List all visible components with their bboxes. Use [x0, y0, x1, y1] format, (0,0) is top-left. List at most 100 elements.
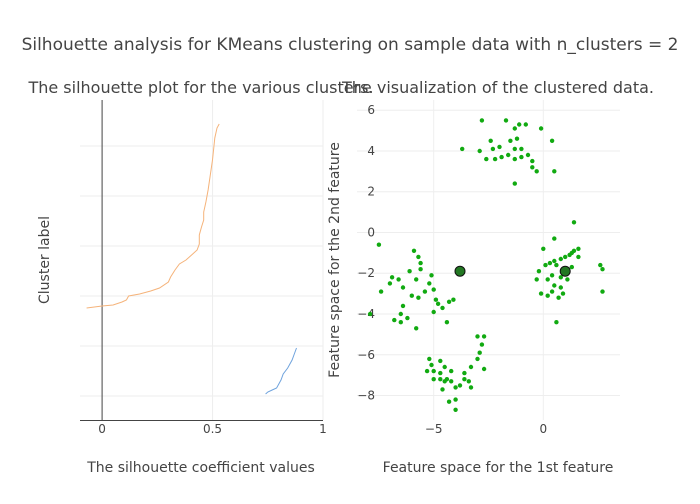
scatter-point [392, 317, 397, 323]
scatter-point [414, 326, 419, 331]
silhouette-plot-title: The silhouette plot for the various clus… [27, 78, 373, 97]
scatter-point [433, 297, 439, 302]
silhouette-x-tick-label: 0 [98, 422, 106, 436]
scatter-point [541, 246, 546, 251]
scatter-point [545, 293, 550, 298]
silhouette-plot: The silhouette plot for the various clus… [27, 78, 373, 476]
scatter-point [457, 383, 463, 388]
cluster-center-1 [559, 265, 571, 277]
scatter-point [517, 122, 522, 127]
scatter-point [525, 152, 531, 158]
scatter-point [396, 277, 401, 282]
scatter-y-tick-label: −4 [357, 307, 375, 321]
scatter-y-tick-label: 0 [367, 225, 375, 239]
scatter-point [554, 262, 559, 268]
scatter-point [600, 289, 605, 294]
scatter-point [543, 262, 548, 268]
scatter-point [440, 305, 445, 311]
scatter-point [422, 289, 428, 294]
scatter-point [400, 285, 406, 290]
scatter-point [481, 334, 487, 339]
scatter-point [512, 156, 517, 162]
scatter-point [389, 275, 395, 280]
scatter-point [534, 169, 539, 174]
scatter-point [449, 368, 454, 374]
scatter-y-axis-label: Feature space for the 2nd feature [327, 142, 343, 378]
scatter-point [438, 358, 443, 364]
scatter-point [554, 320, 559, 325]
scatter-x-tick-label: −5 [425, 422, 443, 436]
silhouette-x-tick-label: 0.5 [203, 422, 222, 436]
silhouette-gridlines [80, 100, 324, 420]
scatter-point [462, 377, 467, 382]
scatter-point [416, 254, 421, 260]
scatter-point [530, 165, 535, 170]
scatter-point [519, 146, 524, 152]
silhouette-cluster-1-line [265, 347, 297, 395]
scatter-point [563, 254, 568, 260]
scatter-x-axis-label: Feature space for the 1st feature [383, 460, 614, 476]
scatter-point [530, 158, 535, 164]
scatter-point [538, 291, 544, 296]
scatter-point [438, 370, 443, 376]
scatter-point [418, 267, 423, 272]
scatter-point [435, 301, 441, 306]
scatter-point [438, 377, 443, 382]
scatter-point [552, 169, 557, 174]
figure-title: Silhouette analysis for KMeans clusterin… [22, 35, 679, 55]
scatter-point [512, 146, 517, 152]
scatter-point [440, 387, 445, 392]
scatter-point [429, 362, 434, 368]
scatter-point [466, 379, 471, 384]
scatter-point [378, 289, 384, 294]
scatter-point [490, 146, 496, 152]
scatter-point [424, 368, 430, 374]
scatter-point [468, 364, 474, 370]
scatter-point [475, 334, 480, 339]
scatter-point [387, 281, 393, 286]
scatter-point [427, 281, 432, 286]
scatter-point [416, 295, 421, 300]
scatter-point [479, 342, 485, 347]
scatter-point [558, 275, 563, 280]
scatter-point [558, 256, 563, 262]
scatter-point [536, 269, 542, 274]
cluster-center-0 [454, 265, 466, 277]
scatter-point [451, 297, 456, 302]
scatter-point [460, 146, 465, 152]
scatter-point [453, 397, 458, 402]
scatter-point [481, 366, 487, 372]
scatter-point [446, 299, 452, 304]
scatter-point [497, 144, 502, 150]
scatter-point [376, 242, 382, 247]
scatter-point [367, 311, 373, 317]
scatter-point [479, 118, 485, 123]
scatter-point [569, 264, 574, 270]
scatter-point [519, 154, 524, 160]
scatter-point [405, 315, 410, 321]
silhouette-x-tick-label: 1 [319, 422, 327, 436]
scatter-points [367, 118, 605, 412]
scatter-y-tick-label: 6 [367, 103, 375, 117]
scatter-point [558, 285, 563, 290]
cluster-scatter-plot: The visualization of the clustered data.… [327, 78, 654, 476]
scatter-y-tick-label: −8 [357, 389, 375, 403]
scatter-gridlines [357, 100, 620, 420]
scatter-point [512, 126, 517, 131]
scatter-point [475, 356, 480, 362]
scatter-point [508, 138, 513, 143]
scatter-point [492, 156, 498, 162]
scatter-point [545, 277, 550, 282]
scatter-point [600, 267, 605, 272]
scatter-tick-labels: 6 4 2 0 −2 −4 −6 −8 −5 0 [357, 103, 547, 436]
scatter-point [565, 277, 570, 282]
scatter-point [453, 385, 458, 390]
scatter-point [552, 258, 557, 264]
scatter-point [411, 248, 417, 253]
silhouette-curves [86, 123, 297, 395]
scatter-point [407, 269, 412, 274]
scatter-point [512, 181, 517, 186]
scatter-point [552, 236, 557, 241]
